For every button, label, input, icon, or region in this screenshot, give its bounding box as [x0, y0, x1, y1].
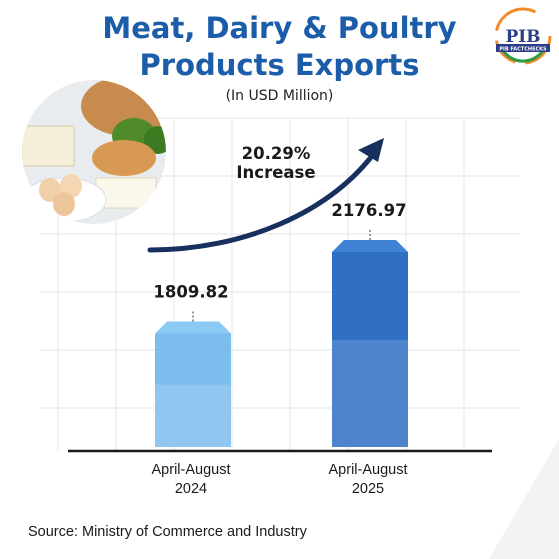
- growth-arrow-head: [358, 138, 384, 162]
- logo-band-text: PIB FACTCHECKS: [499, 47, 547, 53]
- bar: [332, 230, 408, 447]
- category-label: 2025: [352, 481, 384, 497]
- bar-shade: [155, 384, 231, 447]
- bar-top: [332, 240, 408, 252]
- increase-label: Increase: [236, 163, 315, 182]
- growth-arrow: [147, 145, 381, 253]
- title-line-2: Products Exports: [139, 48, 420, 82]
- chart-grid: [40, 117, 520, 450]
- bar-top: [155, 321, 231, 334]
- bar-shade: [332, 339, 408, 447]
- corner-decoration: [489, 439, 559, 559]
- value-label: 1809.82: [153, 283, 228, 302]
- title-line-1: Meat, Dairy & Poultry: [102, 11, 457, 45]
- bar-front: [332, 252, 408, 447]
- value-label: 2176.97: [331, 201, 406, 220]
- chart-bars: [155, 230, 408, 447]
- increase-percent: 20.29%: [242, 144, 311, 163]
- source-note: Source: Ministry of Commerce and Industr…: [28, 524, 307, 540]
- category-label: April-August: [152, 462, 231, 478]
- chart-labels: 1809.82 April-August 2024 2176.97 April-Augu…: [152, 201, 408, 497]
- pib-logo-icon: PIB PIB FACTCHECKS: [494, 7, 552, 65]
- bar: [155, 311, 231, 447]
- chart-subtitle: (In USD Million): [225, 88, 334, 104]
- category-label: April-August: [329, 462, 408, 478]
- chart-title: Meat, Dairy & Poultry Products Exports: [0, 10, 559, 84]
- dairy-food-icon: [22, 80, 166, 224]
- logo-text: PIB: [505, 27, 540, 47]
- category-label: 2024: [175, 481, 207, 497]
- bar-front: [155, 333, 231, 447]
